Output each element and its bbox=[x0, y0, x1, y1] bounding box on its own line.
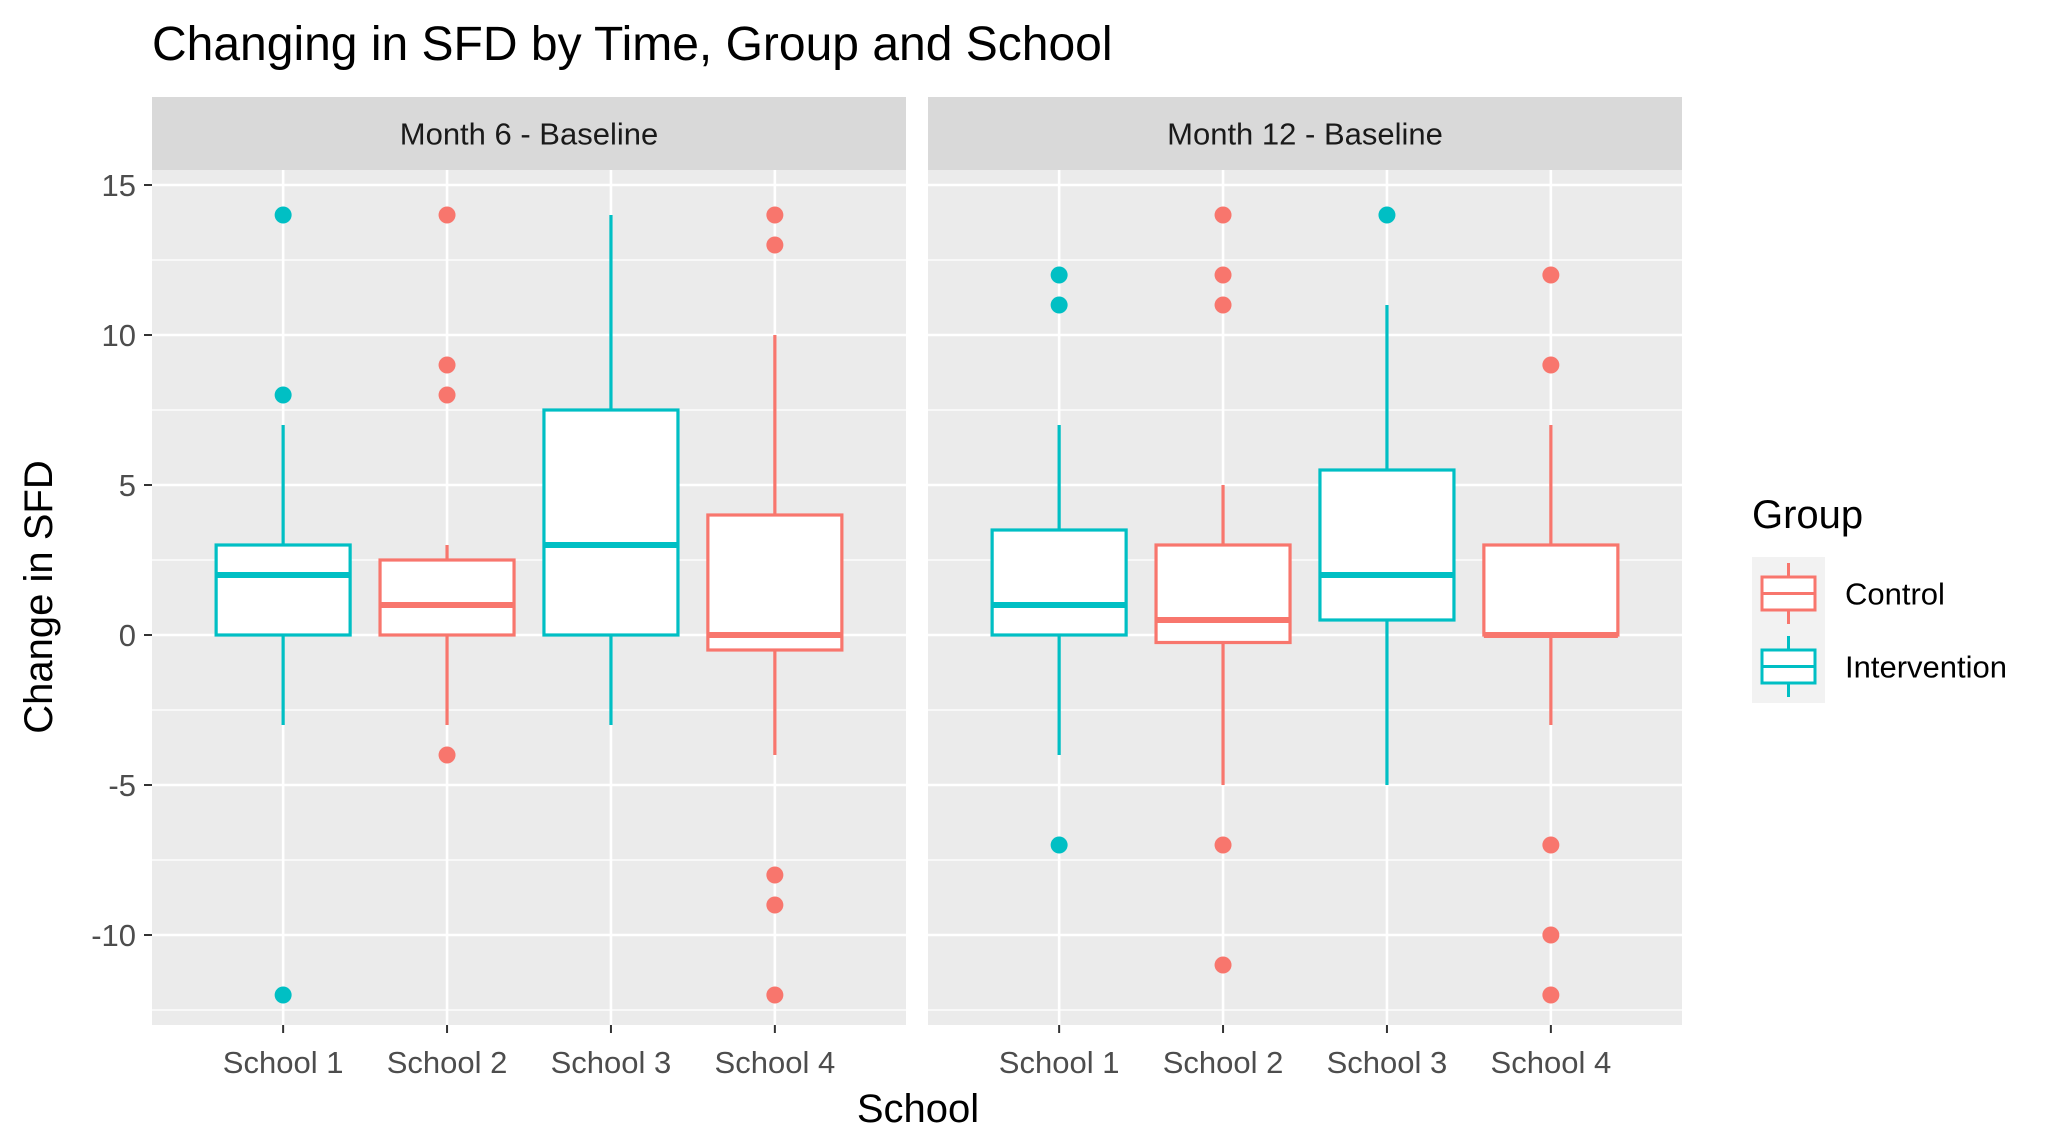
y-tick-label: -10 bbox=[91, 918, 136, 953]
box bbox=[1318, 468, 1456, 622]
outlier-point bbox=[438, 206, 456, 224]
y-tick-label: 10 bbox=[102, 318, 136, 353]
legend-label: Control bbox=[1845, 577, 1945, 612]
outlier-point bbox=[1214, 836, 1232, 854]
boxplot bbox=[214, 206, 352, 1004]
y-axis-title: Change in SFD bbox=[17, 460, 61, 733]
y-tick-label: 5 bbox=[119, 468, 136, 503]
x-tick-label: School 2 bbox=[387, 1045, 508, 1080]
outlier-point bbox=[438, 386, 456, 404]
outlier-point bbox=[1214, 266, 1232, 284]
box bbox=[1482, 543, 1620, 637]
outlier-point bbox=[1214, 956, 1232, 974]
facet-strip-label: Month 6 - Baseline bbox=[400, 117, 658, 152]
outlier-point bbox=[1542, 926, 1560, 944]
outlier-point bbox=[766, 986, 784, 1004]
outlier-point bbox=[766, 236, 784, 254]
outlier-point bbox=[766, 866, 784, 884]
facet-strip-label: Month 12 - Baseline bbox=[1167, 117, 1443, 152]
y-axis: 15 10 5 0 -5 -10 bbox=[91, 168, 152, 953]
facet-panel: Month 12 - Baseline School 1 School 2 Schoo… bbox=[928, 97, 1682, 1080]
x-tick-label: School 4 bbox=[715, 1045, 836, 1080]
outlier-point bbox=[1542, 836, 1560, 854]
x-axis-title: School bbox=[857, 1087, 979, 1131]
x-tick-label: School 3 bbox=[551, 1045, 672, 1080]
boxplot bbox=[990, 266, 1128, 854]
box bbox=[706, 513, 844, 652]
y-tick-label: 0 bbox=[119, 618, 136, 653]
legend-key bbox=[1752, 557, 1825, 630]
boxplot bbox=[542, 215, 680, 725]
chart-title: Changing in SFD by Time, Group and Schoo… bbox=[152, 18, 1113, 71]
outlier-point bbox=[274, 206, 292, 224]
facet-panels: Month 6 - Baseline School 1 School 2 School… bbox=[152, 97, 1682, 1080]
boxplot bbox=[706, 206, 844, 1004]
outlier-point bbox=[274, 386, 292, 404]
x-tick-label: School 4 bbox=[1491, 1045, 1612, 1080]
facet-strip bbox=[928, 97, 1682, 170]
box bbox=[214, 543, 352, 637]
x-tick-label: School 1 bbox=[223, 1045, 344, 1080]
y-tick-label: 15 bbox=[102, 168, 136, 203]
legend: Group Control Intervention bbox=[1752, 493, 2007, 703]
outlier-point bbox=[1214, 296, 1232, 314]
outlier-point bbox=[1050, 266, 1068, 284]
legend-label: Intervention bbox=[1845, 650, 2007, 685]
outlier-point bbox=[1542, 986, 1560, 1004]
outlier-point bbox=[1214, 206, 1232, 224]
boxplot bbox=[1154, 206, 1292, 974]
x-tick-label: School 2 bbox=[1163, 1045, 1284, 1080]
outlier-point bbox=[438, 746, 456, 764]
box bbox=[378, 558, 516, 637]
boxplot bbox=[1482, 266, 1620, 1004]
facet-strip bbox=[152, 97, 906, 170]
outlier-point bbox=[1050, 836, 1068, 854]
x-tick-label: School 3 bbox=[1327, 1045, 1448, 1080]
x-tick-label: School 1 bbox=[999, 1045, 1120, 1080]
legend-title: Group bbox=[1752, 493, 1863, 537]
y-tick-label: -5 bbox=[108, 768, 136, 803]
facet-panel: Month 6 - Baseline School 1 School 2 School… bbox=[152, 97, 906, 1080]
box bbox=[542, 408, 680, 637]
outlier-point bbox=[766, 896, 784, 914]
box bbox=[990, 528, 1128, 637]
outlier-point bbox=[766, 206, 784, 224]
outlier-point bbox=[1378, 206, 1396, 224]
boxplot bbox=[1318, 206, 1456, 785]
legend-key bbox=[1752, 630, 1825, 703]
outlier-point bbox=[438, 356, 456, 374]
boxplot bbox=[378, 206, 516, 764]
outlier-point bbox=[1050, 296, 1068, 314]
box bbox=[1154, 543, 1292, 645]
outlier-point bbox=[1542, 356, 1560, 374]
outlier-point bbox=[274, 986, 292, 1004]
outlier-point bbox=[1542, 266, 1560, 284]
